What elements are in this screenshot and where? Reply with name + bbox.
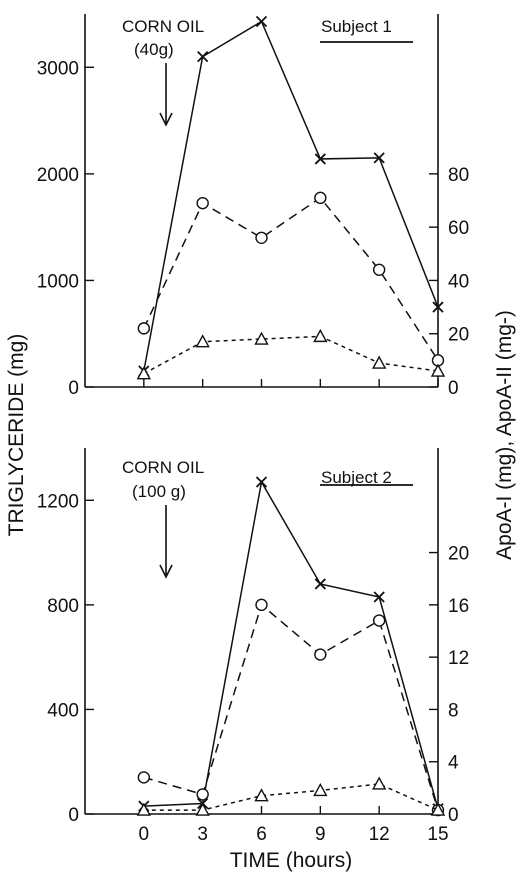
x-tick-label: 15 (427, 824, 448, 845)
x-axis-title: TIME (hours) (230, 849, 353, 872)
bottom-point-triangle (313, 783, 328, 797)
top-series-triangle-line (143, 335, 439, 375)
top-left-tick-label: 3000 (37, 58, 79, 79)
x-marker (197, 50, 209, 63)
bottom-subject-label: Subject 2 (321, 468, 392, 487)
bottom-series-circle-line (143, 603, 439, 811)
x-marker (373, 591, 385, 603)
top-left-tick-label: 1000 (37, 271, 79, 292)
x-tick-label: 12 (369, 824, 390, 845)
bottom-point-triangle (195, 802, 210, 816)
bottom-panel: 0 400 800 1200 0 4 8 12 16 20 0 3 6 9 12 15 (37, 448, 469, 845)
top-point-triangle (195, 334, 210, 348)
bottom-right-tick-label: 16 (448, 596, 469, 617)
bottom-point-circle (372, 614, 386, 627)
x-tick-label: 0 (139, 824, 150, 845)
bottom-series-triangle-line (143, 783, 439, 811)
top-point-triangle (371, 355, 387, 369)
x-marker (314, 578, 326, 590)
bottom-left-tick-label: 0 (68, 805, 79, 826)
bottom-left-tick-label: 1200 (37, 491, 79, 512)
top-point-x (255, 15, 268, 28)
top-point-circle (372, 263, 386, 276)
bottom-right-tick-label: 0 (448, 805, 459, 826)
top-subject-label: Subject 1 (321, 17, 392, 36)
bottom-point-x (373, 591, 385, 603)
x-marker (314, 153, 326, 165)
top-right-tick-label: 80 (448, 165, 469, 186)
bottom-arrow-head (159, 564, 173, 579)
top-right-tick-label: 20 (448, 325, 469, 346)
top-point-triangle (136, 366, 152, 380)
x-marker (373, 152, 385, 164)
top-arrow-head (159, 112, 173, 127)
bottom-point-x (314, 578, 326, 590)
top-point-x (432, 301, 444, 313)
top-right-tick-label: 40 (448, 271, 469, 292)
bottom-point-circle (314, 648, 327, 661)
top-left-tick-label: 0 (68, 378, 79, 399)
top-point-x (197, 50, 209, 63)
bottom-right-tick-label: 20 (448, 544, 469, 565)
bottom-point-circle (255, 598, 268, 612)
bottom-point-triangle (254, 788, 269, 802)
top-annotation-line2: (40g) (134, 40, 174, 59)
bottom-right-tick-label: 8 (448, 700, 459, 721)
bottom-point-x (255, 476, 268, 488)
top-annotation-line1: CORN OIL (122, 17, 204, 36)
top-point-x (314, 153, 326, 165)
bottom-point-circle (196, 788, 209, 801)
top-point-triangle (430, 363, 446, 377)
x-marker (255, 15, 268, 28)
bottom-point-triangle (136, 802, 152, 816)
top-point-circle (314, 191, 327, 205)
x-tick-label: 9 (315, 824, 326, 845)
x-tick-label: 3 (197, 824, 208, 845)
top-point-triangle (254, 331, 269, 345)
bottom-point-circle (137, 771, 151, 784)
bottom-right-tick-label: 12 (448, 648, 469, 669)
top-right-tick-label: 0 (448, 378, 459, 399)
bottom-right-tick-label: 4 (448, 753, 459, 774)
x-marker (255, 476, 268, 488)
x-tick-label: 6 (256, 824, 267, 845)
top-point-circle (255, 231, 268, 245)
top-series-circle-line (143, 196, 439, 361)
top-point-x (373, 152, 385, 164)
x-marker (432, 301, 444, 313)
bottom-point-triangle (371, 776, 387, 790)
bottom-left-tick-label: 800 (47, 596, 79, 617)
top-point-circle (137, 322, 151, 335)
top-panel: 0 1000 2000 3000 0 20 40 60 80 (37, 14, 469, 399)
top-right-tick-label: 60 (448, 218, 469, 239)
left-axis-title: TRIGLYCERIDE (mg) (5, 334, 28, 537)
top-left-tick-label: 2000 (37, 165, 79, 186)
bottom-point-triangle (430, 802, 446, 816)
top-point-circle (196, 196, 209, 210)
bottom-series-x-line (143, 479, 439, 809)
top-point-triangle (313, 328, 328, 343)
bottom-annotation-line2: (100 g) (132, 482, 186, 501)
right-axis-title: ApoA-I (mg), ApoA-II (mg-) (493, 310, 516, 560)
bottom-left-tick-label: 400 (47, 700, 79, 721)
bottom-annotation-line1: CORN OIL (122, 458, 204, 477)
top-series-x-line (143, 20, 439, 372)
